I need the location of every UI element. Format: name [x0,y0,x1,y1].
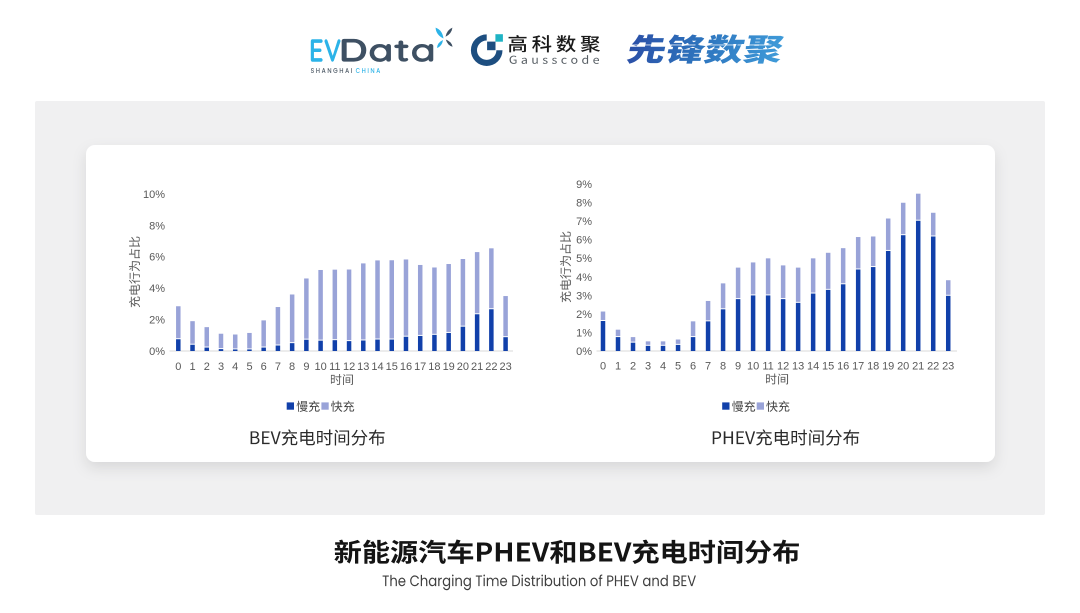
svg-text:7: 7 [275,361,281,373]
svg-text:5: 5 [675,360,681,372]
svg-text:7%: 7% [576,216,592,228]
svg-text:23: 23 [942,360,954,372]
svg-text:6%: 6% [576,235,592,247]
svg-text:15: 15 [386,361,398,373]
svg-text:3: 3 [218,361,224,373]
svg-text:14: 14 [807,360,819,372]
svg-text:11: 11 [329,361,340,373]
svg-text:8: 8 [289,361,295,373]
svg-text:2%: 2% [149,315,165,327]
svg-text:19: 19 [882,360,894,372]
svg-text:4: 4 [232,361,238,373]
svg-text:14: 14 [371,361,383,373]
svg-text:0%: 0% [149,346,165,358]
svg-text:0: 0 [600,360,606,372]
svg-text:9: 9 [735,360,741,372]
svg-text:20: 20 [897,360,909,372]
svg-text:2%: 2% [576,309,592,321]
svg-text:23: 23 [499,361,511,373]
svg-text:8: 8 [720,360,726,372]
svg-text:0: 0 [175,361,181,373]
svg-text:5: 5 [246,361,252,373]
svg-text:4%: 4% [149,283,165,295]
svg-text:16: 16 [400,361,412,373]
svg-text:4%: 4% [576,272,592,284]
svg-text:6: 6 [690,360,696,372]
svg-text:8%: 8% [576,198,592,210]
svg-text:12: 12 [777,360,789,372]
svg-text:10: 10 [314,361,326,373]
svg-text:21: 21 [471,361,483,373]
svg-text:17: 17 [852,360,864,372]
svg-text:1: 1 [615,360,621,372]
svg-text:19: 19 [443,361,455,373]
svg-text:5%: 5% [576,253,592,265]
svg-text:22: 22 [927,360,939,372]
svg-text:9: 9 [303,361,309,373]
svg-text:21: 21 [912,360,924,372]
svg-text:1%: 1% [576,327,592,339]
svg-text:10: 10 [747,360,759,372]
svg-text:13: 13 [792,360,804,372]
svg-text:3%: 3% [576,290,592,302]
svg-text:11: 11 [762,360,773,372]
svg-text:18: 18 [428,361,440,373]
svg-text:12: 12 [343,361,355,373]
svg-text:0%: 0% [576,346,592,358]
svg-text:2: 2 [630,360,636,372]
svg-text:20: 20 [457,361,469,373]
svg-text:22: 22 [485,361,497,373]
svg-text:6: 6 [261,361,267,373]
svg-text:3: 3 [645,360,651,372]
svg-text:15: 15 [822,360,834,372]
svg-text:9%: 9% [576,179,592,191]
svg-text:18: 18 [867,360,879,372]
svg-text:7: 7 [705,360,711,372]
svg-text:6%: 6% [149,252,165,264]
svg-text:4: 4 [660,360,666,372]
svg-text:16: 16 [837,360,849,372]
svg-text:17: 17 [414,361,426,373]
svg-text:2: 2 [204,361,210,373]
svg-text:13: 13 [357,361,369,373]
svg-text:10%: 10% [143,189,165,201]
svg-text:1: 1 [189,361,195,373]
svg-text:8%: 8% [149,220,165,232]
